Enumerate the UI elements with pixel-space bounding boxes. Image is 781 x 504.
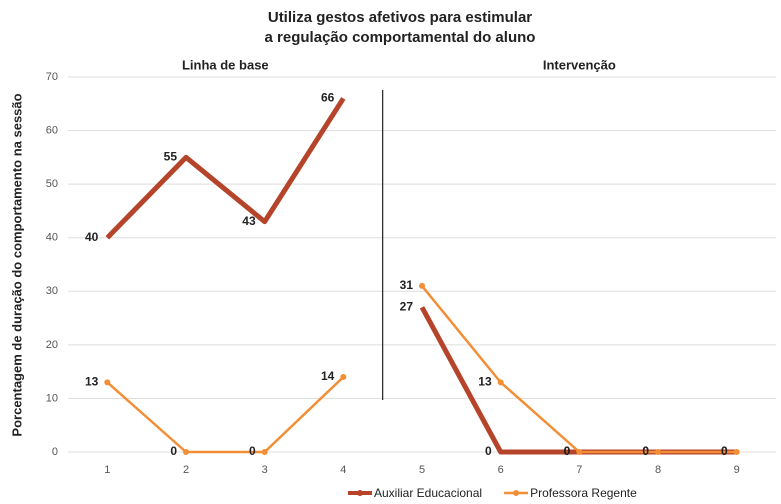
data-label: 0	[485, 444, 492, 458]
marker	[497, 379, 504, 386]
data-label: 40	[85, 230, 99, 244]
legend-swatch	[513, 490, 520, 496]
data-label: 0	[249, 444, 256, 458]
phase-label: Linha de base	[182, 57, 269, 72]
x-tick-label: 7	[576, 464, 582, 476]
series-line	[419, 306, 737, 455]
phase-label: Intervenção	[543, 57, 616, 72]
data-label: 66	[321, 91, 335, 105]
y-tick-label: 50	[46, 178, 58, 190]
marker	[733, 449, 740, 455]
y-tick-label: 10	[46, 392, 58, 404]
chart-title: a regulação comportamental do aluno	[265, 29, 536, 46]
y-tick-label: 60	[46, 124, 58, 136]
data-label: 0	[564, 444, 571, 458]
y-axis-label: Porcentagem de duração do comportamento …	[9, 93, 24, 436]
y-tick-label: 40	[46, 232, 58, 244]
x-tick-label: 4	[340, 464, 346, 476]
data-label: 13	[85, 375, 99, 389]
data-label: 0	[170, 444, 177, 458]
x-tick-label: 5	[419, 464, 425, 476]
x-tick-label: 2	[183, 464, 189, 476]
x-tick-label: 9	[734, 464, 740, 476]
series-line	[421, 285, 737, 454]
marker	[340, 374, 347, 380]
x-tick-label: 8	[655, 464, 661, 476]
y-tick-label: 0	[52, 446, 58, 458]
y-tick-label: 70	[46, 71, 58, 83]
legend-label: Professora Regente	[530, 486, 637, 500]
marker	[655, 449, 661, 455]
data-label: 0	[721, 444, 728, 458]
data-label: 55	[164, 150, 178, 164]
marker	[419, 282, 425, 289]
series-line	[106, 376, 345, 454]
data-label: 0	[642, 444, 649, 458]
y-tick-label: 20	[46, 339, 58, 351]
legend-label: Auxiliar Educacional	[374, 486, 482, 500]
data-label: 43	[242, 214, 256, 228]
series-line	[105, 97, 346, 240]
x-tick-label: 1	[104, 464, 110, 476]
x-tick-label: 3	[262, 464, 268, 476]
data-label: 31	[400, 278, 414, 292]
data-label: 0	[564, 444, 571, 458]
data-label: 13	[478, 375, 492, 389]
marker	[576, 449, 583, 455]
data-label: 27	[400, 300, 414, 314]
chart-title: Utiliza gestos afetivos para estimular	[268, 9, 532, 26]
legend-swatch	[357, 490, 363, 496]
marker	[104, 379, 111, 386]
data-label: 14	[321, 369, 335, 383]
marker	[183, 449, 189, 455]
y-tick-label: 30	[46, 285, 58, 297]
x-tick-label: 6	[498, 464, 504, 476]
marker	[261, 449, 268, 455]
